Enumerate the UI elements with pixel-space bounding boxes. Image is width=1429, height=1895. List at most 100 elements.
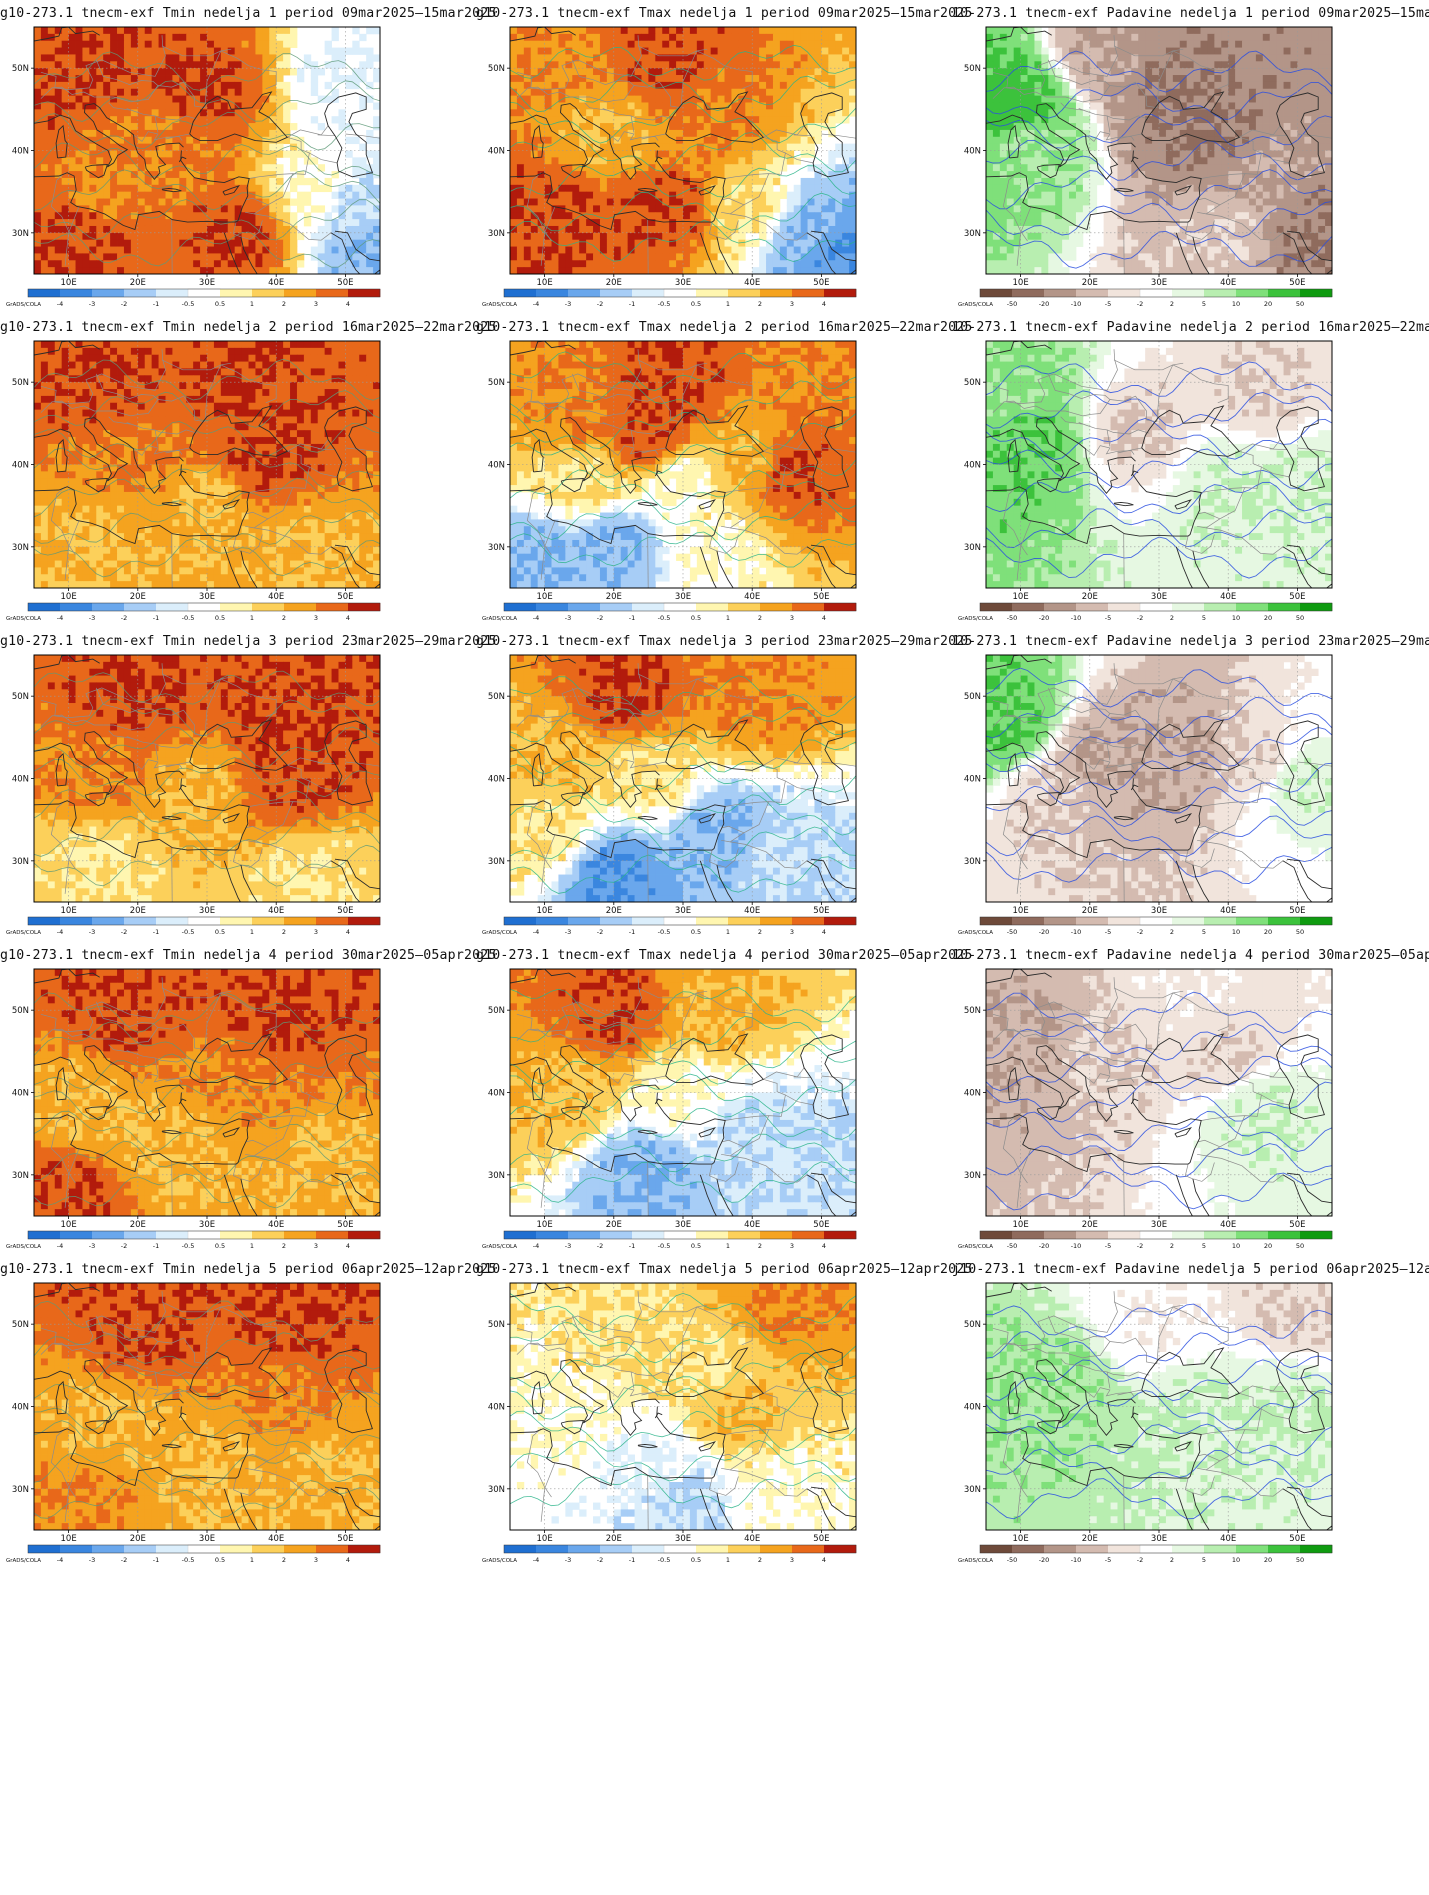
field-cell (200, 157, 208, 165)
field-cell (1062, 143, 1070, 151)
field-cell (807, 129, 815, 138)
field-cell (200, 239, 208, 247)
field-cell (345, 123, 353, 131)
field-cell (1055, 68, 1063, 76)
field-cell (227, 61, 236, 69)
field-cell (1082, 157, 1091, 165)
field-cell (627, 81, 635, 90)
field-cell (999, 54, 1008, 62)
field-cell (530, 47, 539, 55)
field-cell (759, 157, 767, 165)
field-cell (54, 157, 63, 165)
field-cell (1262, 219, 1271, 227)
field-cell (586, 253, 594, 261)
field-cell (241, 143, 249, 151)
field-cell (752, 54, 760, 62)
field-cell (1124, 171, 1132, 179)
field-cell (1207, 171, 1215, 179)
field-cell (82, 123, 90, 131)
field-cell (523, 47, 532, 55)
colorbar-bin (187, 288, 221, 298)
field-cell (593, 129, 601, 138)
field-cell (593, 102, 601, 110)
field-cell (696, 47, 705, 55)
field-cell (158, 27, 166, 35)
field-cell (1110, 219, 1118, 227)
field-cell (276, 61, 284, 69)
field-cell (1248, 177, 1257, 186)
field-cell (61, 40, 69, 48)
field-cell (290, 150, 298, 158)
field-cell (290, 232, 298, 241)
field-cell (1145, 205, 1153, 213)
field-cell (662, 88, 670, 97)
field-cell (1269, 164, 1278, 172)
field-cell (68, 88, 76, 97)
field-cell (1103, 219, 1111, 227)
field-cell (96, 212, 104, 220)
field-cell (1325, 95, 1332, 103)
field-cell (800, 191, 808, 199)
field-cell (1006, 68, 1015, 76)
field-cell (1165, 212, 1174, 220)
field-cell (752, 116, 760, 124)
field-cell (572, 102, 580, 110)
field-cell (213, 95, 222, 103)
field-cell (1242, 61, 1250, 69)
field-cell (1145, 164, 1153, 172)
field-cell (717, 129, 725, 138)
field-cell (103, 116, 111, 124)
field-cell (992, 225, 1001, 234)
field-cell (689, 164, 698, 172)
field-cell (110, 143, 118, 151)
field-cell (523, 61, 532, 69)
field-cell (1138, 61, 1146, 69)
field-cell (227, 219, 236, 227)
field-cell (1069, 129, 1077, 138)
field-cell (1283, 102, 1291, 110)
field-cell (34, 239, 42, 247)
field-cell (1048, 95, 1056, 103)
field-cell (752, 123, 760, 131)
colorbar-bin (536, 289, 569, 297)
field-cell (117, 129, 125, 138)
field-cell (234, 150, 242, 158)
field-cell (579, 225, 587, 234)
field-cell (1062, 171, 1070, 179)
field-cell (759, 143, 767, 151)
field-cell (200, 61, 208, 69)
field-cell (1152, 47, 1160, 55)
field-cell (1152, 150, 1160, 158)
colorbar-bin (760, 289, 793, 297)
country-border (793, 134, 812, 137)
field-cell (1062, 33, 1070, 42)
field-cell (34, 102, 42, 110)
field-cell (1255, 75, 1264, 83)
field-cell (551, 225, 559, 234)
field-cell (689, 129, 698, 138)
field-cell (123, 123, 132, 131)
field-cell (676, 239, 684, 247)
field-cell (1318, 191, 1326, 199)
field-cell (710, 198, 718, 206)
field-cell (572, 171, 580, 179)
field-cell (1055, 136, 1063, 145)
field-cell (1262, 164, 1271, 172)
field-cell (1034, 116, 1042, 124)
field-cell (1069, 205, 1077, 213)
field-cell (738, 198, 746, 206)
field-cell (366, 54, 374, 62)
field-cell (1020, 109, 1028, 117)
field-cell (193, 239, 201, 247)
field-cell (779, 184, 788, 193)
field-cell (835, 47, 843, 55)
country-border (526, 172, 552, 242)
field-cell (269, 157, 277, 165)
field-cell (1283, 81, 1291, 90)
field-cell (1235, 157, 1243, 165)
field-cell (759, 109, 767, 117)
field-cell (530, 81, 539, 90)
field-cell (828, 47, 836, 55)
field-cell (61, 191, 69, 199)
field-cell (248, 253, 256, 261)
